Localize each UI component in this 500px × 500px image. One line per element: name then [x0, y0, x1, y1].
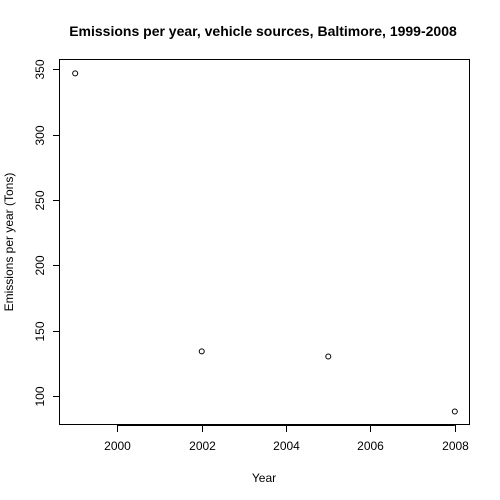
x-tick-label: 2004 — [273, 439, 300, 453]
x-axis-label: Year — [252, 471, 276, 485]
x-tick-label: 2002 — [189, 439, 216, 453]
y-tick-label: 100 — [33, 386, 47, 406]
y-tick-label: 300 — [33, 125, 47, 145]
data-point — [72, 70, 79, 77]
x-tick-label: 2006 — [357, 439, 384, 453]
y-axis-label: Emissions per year (Tons) — [2, 173, 16, 312]
x-axis: 2000 2002 2004 2006 2008 — [104, 425, 469, 453]
y-tick-label: 250 — [33, 190, 47, 210]
data-point — [451, 408, 458, 415]
y-axis: 100 150 200 250 300 350 — [33, 59, 60, 407]
data-point — [325, 353, 332, 360]
y-tick-label: 350 — [33, 59, 47, 79]
chart-title: Emissions per year, vehicle sources, Bal… — [69, 23, 457, 39]
data-points — [72, 70, 458, 415]
x-tick-label: 2000 — [104, 439, 131, 453]
y-tick-label: 150 — [33, 321, 47, 341]
x-tick-label: 2008 — [442, 439, 469, 453]
data-point — [198, 348, 205, 355]
y-tick-label: 200 — [33, 255, 47, 275]
